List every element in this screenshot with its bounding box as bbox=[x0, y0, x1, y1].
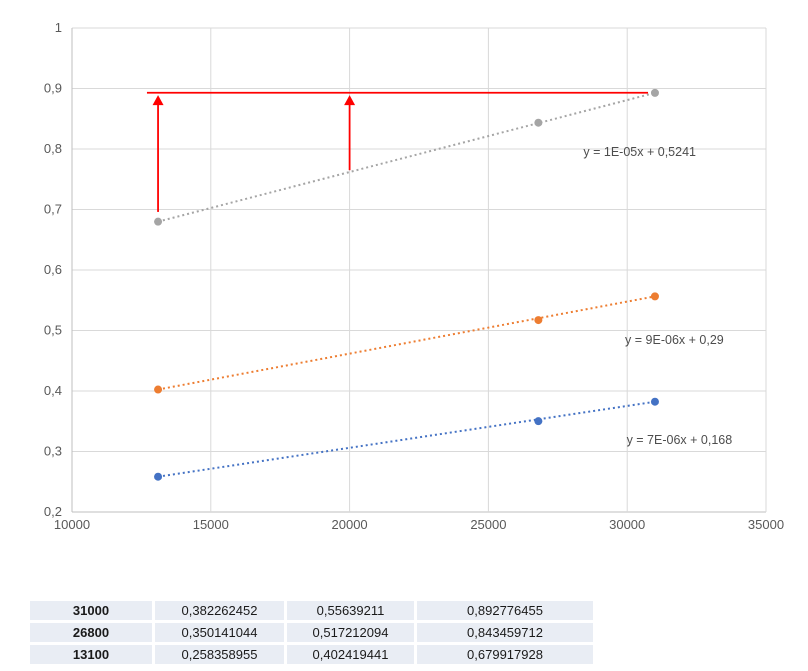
scatter-chart[interactable]: 0,2 0,3 0,4 0,5 0,6 0,7 0,8 0,9 1 10000 15000 20000… bbox=[0, 0, 808, 560]
orange-series-trendline-equation: y = 9E-06x + 0,29 bbox=[625, 333, 724, 347]
y-axis-tick-label: 0,5 bbox=[44, 323, 62, 338]
annotation-arrow-head[interactable] bbox=[152, 95, 164, 106]
x-axis-tick-label: 30000 bbox=[609, 517, 645, 532]
data-table-body: 31000 0,382262452 0,55639211 0,892776455 268… bbox=[30, 601, 593, 664]
orange-series-trendline[interactable] bbox=[157, 295, 656, 391]
y-axis-tick-label: 0,6 bbox=[44, 262, 62, 277]
table-row: 26800 0,350141044 0,517212094 0,843459712 bbox=[30, 623, 593, 642]
blue-series-trendline-equation: y = 7E-06x + 0,168 bbox=[627, 433, 733, 447]
gray-series-trendline-equation: y = 1E-05x + 0,5241 bbox=[583, 145, 696, 159]
gray-series-data-point[interactable] bbox=[650, 88, 659, 97]
blue-series-trendline[interactable] bbox=[157, 400, 656, 478]
y-axis-tick-label: 0,7 bbox=[44, 202, 62, 217]
table-row-header-cell[interactable]: 13100 bbox=[30, 645, 152, 664]
blue-series-data-point[interactable] bbox=[534, 417, 543, 426]
data-table: 31000 0,382262452 0,55639211 0,892776455 268… bbox=[27, 598, 596, 667]
y-axis-tick-label: 0,3 bbox=[44, 444, 62, 459]
y-axis-tick-label: 1 bbox=[55, 20, 62, 35]
annotation-arrow-head[interactable] bbox=[344, 95, 356, 106]
y-axis-tick-label: 0,4 bbox=[44, 383, 62, 398]
table-row-header-cell[interactable]: 26800 bbox=[30, 623, 152, 642]
table-value-cell[interactable]: 0,350141044 bbox=[155, 623, 284, 642]
gray-series-data-point[interactable] bbox=[154, 217, 163, 226]
y-axis-tick-label: 0,9 bbox=[44, 81, 62, 96]
gray-series-trendline[interactable] bbox=[157, 91, 656, 223]
orange-series-data-point[interactable] bbox=[650, 292, 659, 301]
blue-series-data-point[interactable] bbox=[154, 472, 163, 481]
table-value-cell[interactable]: 0,517212094 bbox=[287, 623, 414, 642]
table-row: 13100 0,258358955 0,402419441 0,679917928 bbox=[30, 645, 593, 664]
orange-series-data-point[interactable] bbox=[534, 316, 543, 325]
blue-series-data-point[interactable] bbox=[650, 397, 659, 406]
y-axis-tick-label: 0,8 bbox=[44, 141, 62, 156]
table-row-header-cell[interactable]: 31000 bbox=[30, 601, 152, 620]
table-row: 31000 0,382262452 0,55639211 0,892776455 bbox=[30, 601, 593, 620]
table-value-cell[interactable]: 0,679917928 bbox=[417, 645, 593, 664]
y-axis-tick-label: 0,2 bbox=[44, 504, 62, 519]
orange-series-data-point[interactable] bbox=[154, 385, 163, 394]
table-value-cell[interactable]: 0,843459712 bbox=[417, 623, 593, 642]
gray-series-data-point[interactable] bbox=[534, 118, 543, 127]
table-value-cell[interactable]: 0,258358955 bbox=[155, 645, 284, 664]
x-axis-tick-label: 10000 bbox=[54, 517, 90, 532]
x-axis-tick-label: 25000 bbox=[470, 517, 506, 532]
x-axis-tick-label: 35000 bbox=[748, 517, 784, 532]
table-value-cell[interactable]: 0,402419441 bbox=[287, 645, 414, 664]
x-axis-tick-label: 20000 bbox=[332, 517, 368, 532]
x-axis-tick-label: 15000 bbox=[193, 517, 229, 532]
table-value-cell[interactable]: 0,892776455 bbox=[417, 601, 593, 620]
table-value-cell[interactable]: 0,382262452 bbox=[155, 601, 284, 620]
table-value-cell[interactable]: 0,55639211 bbox=[287, 601, 414, 620]
